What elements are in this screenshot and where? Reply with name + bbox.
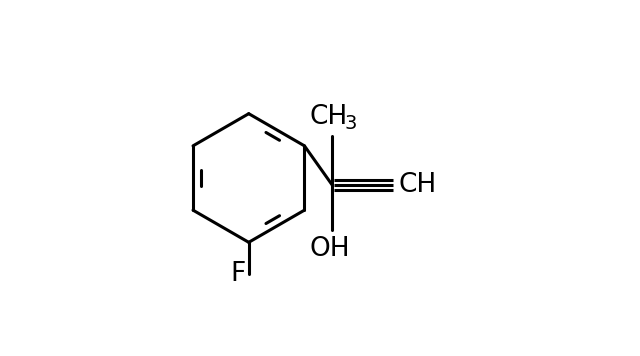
Text: OH: OH	[309, 236, 349, 262]
Text: F: F	[230, 261, 245, 287]
Text: 3: 3	[344, 114, 356, 133]
Text: CH: CH	[310, 104, 348, 130]
Text: CH: CH	[398, 172, 436, 198]
